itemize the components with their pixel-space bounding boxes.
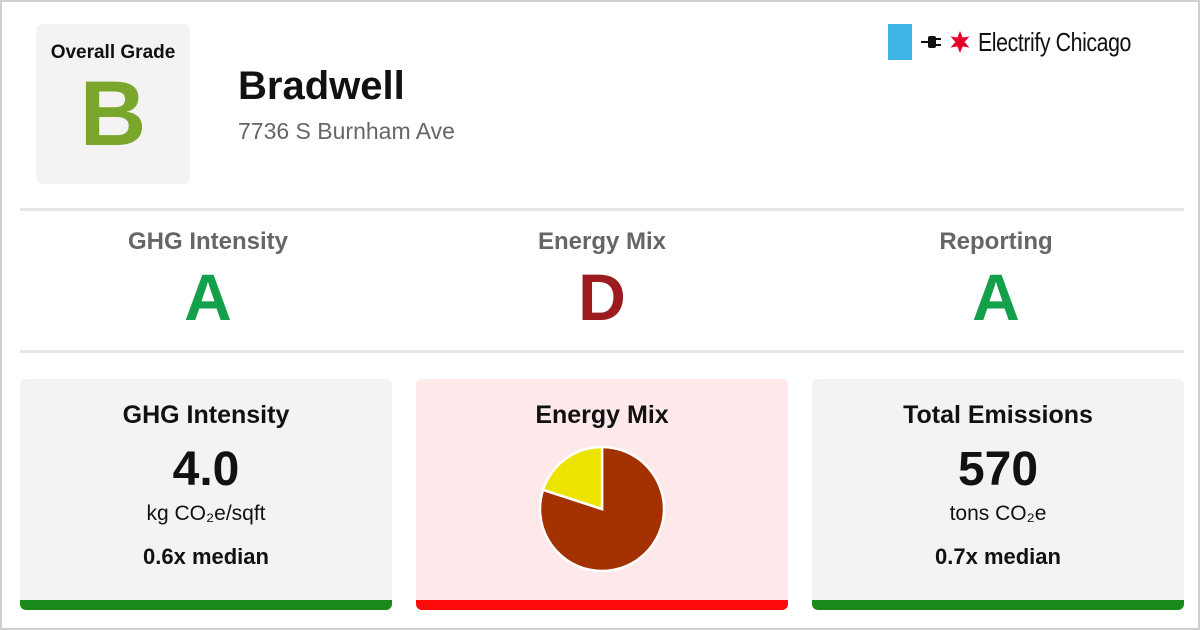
subgrade-title: GHG Intensity [127, 228, 289, 255]
card-title: GHG Intensity [122, 401, 290, 429]
card-title: Energy Mix [535, 401, 669, 429]
status-bar [416, 600, 788, 610]
overall-grade-label: Overall Grade [50, 42, 176, 63]
subgrade-energy-mix: Energy Mix D [404, 228, 800, 332]
subgrade-ghg-intensity: GHG Intensity A [10, 228, 406, 332]
total-emissions-value: 570 [957, 443, 1039, 496]
ghg-intensity-median: 0.6x median [143, 544, 269, 569]
energy-mix-card: Energy Mix [416, 379, 788, 610]
building-address: 7736 S Burnham Ave [238, 118, 455, 144]
brand-name: Electrify Chicago [978, 26, 1131, 57]
flag-icon [888, 24, 912, 60]
plug-icon [921, 36, 941, 48]
subgrade-title: Energy Mix [537, 228, 667, 255]
total-emissions-card: Total Emissions 570 tons CO₂e 0.7x media… [812, 379, 1184, 610]
energy-mix-pie-chart [538, 445, 666, 573]
divider [20, 208, 1184, 211]
total-emissions-unit: tons CO₂e [949, 502, 1047, 525]
brand-logo[interactable]: Electrify Chicago [888, 24, 1174, 60]
building-name: Bradwell [238, 64, 405, 108]
ghg-intensity-card: GHG Intensity 4.0 kg CO₂e/sqft 0.6x medi… [20, 379, 392, 610]
ghg-intensity-value: 4.0 [172, 443, 240, 496]
overall-grade-box: Overall Grade B [36, 24, 190, 184]
status-bar [812, 600, 1184, 610]
subgrade-title: Reporting [939, 228, 1053, 255]
status-bar [20, 600, 392, 610]
total-emissions-median: 0.7x median [935, 544, 1061, 569]
pie-slice [541, 445, 604, 511]
subgrade-reporting: Reporting A [798, 228, 1194, 332]
ghg-intensity-unit: kg CO₂e/sqft [146, 502, 266, 525]
card-title: Total Emissions [903, 401, 1093, 429]
subgrade-letter: A [972, 260, 1020, 334]
subgrade-letter: A [184, 260, 232, 334]
divider [20, 350, 1184, 353]
subgrade-letter: D [578, 260, 626, 334]
star-icon [950, 31, 970, 53]
overall-grade-letter: B [79, 63, 147, 165]
